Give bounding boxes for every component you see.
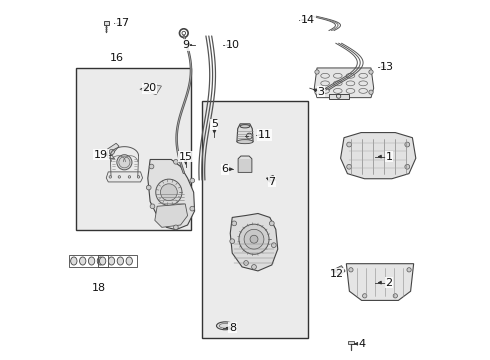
Text: 6: 6 (221, 164, 229, 174)
Circle shape (315, 70, 319, 74)
Circle shape (156, 179, 182, 205)
Ellipse shape (88, 257, 95, 265)
Bar (69, 255, 108, 267)
Circle shape (150, 204, 155, 209)
Circle shape (315, 90, 319, 94)
Ellipse shape (126, 257, 132, 265)
Circle shape (149, 164, 154, 169)
Ellipse shape (240, 125, 250, 128)
Circle shape (393, 294, 397, 298)
Polygon shape (148, 159, 195, 230)
Ellipse shape (99, 257, 106, 265)
Circle shape (269, 177, 273, 181)
Bar (348, 341, 354, 344)
Circle shape (160, 184, 177, 201)
Circle shape (117, 155, 132, 170)
Circle shape (147, 185, 151, 190)
Polygon shape (267, 175, 275, 183)
Text: 9: 9 (182, 40, 189, 50)
Text: 15: 15 (178, 152, 193, 162)
Circle shape (252, 265, 256, 269)
Circle shape (109, 176, 112, 178)
Text: 12: 12 (330, 269, 344, 279)
Polygon shape (106, 172, 143, 182)
Polygon shape (314, 68, 374, 98)
Text: 4: 4 (359, 339, 366, 349)
Circle shape (363, 294, 367, 298)
Text: 13: 13 (380, 62, 394, 72)
Text: 14: 14 (301, 15, 315, 25)
Text: 8: 8 (229, 323, 236, 333)
Circle shape (190, 178, 195, 183)
Bar (103, 21, 109, 25)
Text: 10: 10 (225, 40, 240, 50)
Circle shape (244, 261, 248, 265)
Polygon shape (107, 143, 119, 159)
Polygon shape (237, 124, 253, 141)
Circle shape (405, 142, 410, 147)
Ellipse shape (237, 140, 253, 144)
Circle shape (246, 133, 252, 139)
Circle shape (369, 70, 373, 74)
Text: 16: 16 (110, 53, 124, 63)
Polygon shape (155, 204, 188, 228)
Text: 3: 3 (317, 87, 324, 97)
Circle shape (190, 206, 195, 211)
Circle shape (173, 225, 178, 230)
Ellipse shape (79, 257, 86, 265)
Circle shape (407, 268, 411, 272)
Circle shape (271, 243, 276, 248)
Ellipse shape (217, 322, 234, 330)
Text: 20: 20 (143, 83, 157, 93)
Circle shape (232, 221, 237, 226)
Text: 18: 18 (92, 283, 106, 293)
Polygon shape (140, 84, 162, 95)
Polygon shape (238, 156, 252, 172)
Bar (76, 68, 191, 230)
Circle shape (349, 268, 353, 272)
Text: 19: 19 (94, 150, 108, 160)
Circle shape (270, 221, 274, 226)
Circle shape (128, 176, 131, 178)
Text: 5: 5 (211, 119, 218, 129)
Ellipse shape (117, 257, 123, 265)
Circle shape (230, 239, 235, 244)
Polygon shape (341, 132, 416, 179)
Circle shape (369, 90, 373, 94)
Circle shape (137, 176, 140, 178)
Circle shape (118, 176, 121, 178)
Text: 7: 7 (269, 177, 275, 187)
Text: 1: 1 (386, 152, 392, 162)
Text: 17: 17 (116, 18, 130, 28)
Polygon shape (334, 266, 345, 276)
Bar (202, 101, 308, 338)
Polygon shape (346, 264, 414, 300)
Circle shape (405, 165, 410, 169)
Bar (98, 255, 137, 267)
Circle shape (239, 224, 269, 254)
Polygon shape (328, 94, 349, 99)
Ellipse shape (71, 257, 77, 265)
Circle shape (250, 235, 258, 243)
Circle shape (244, 229, 264, 249)
Circle shape (109, 149, 114, 154)
Circle shape (173, 159, 178, 164)
Text: 11: 11 (258, 130, 272, 140)
Circle shape (347, 165, 351, 169)
Circle shape (347, 142, 351, 147)
Ellipse shape (98, 257, 103, 265)
Ellipse shape (108, 257, 115, 265)
Polygon shape (230, 213, 278, 271)
Text: 2: 2 (386, 278, 392, 288)
